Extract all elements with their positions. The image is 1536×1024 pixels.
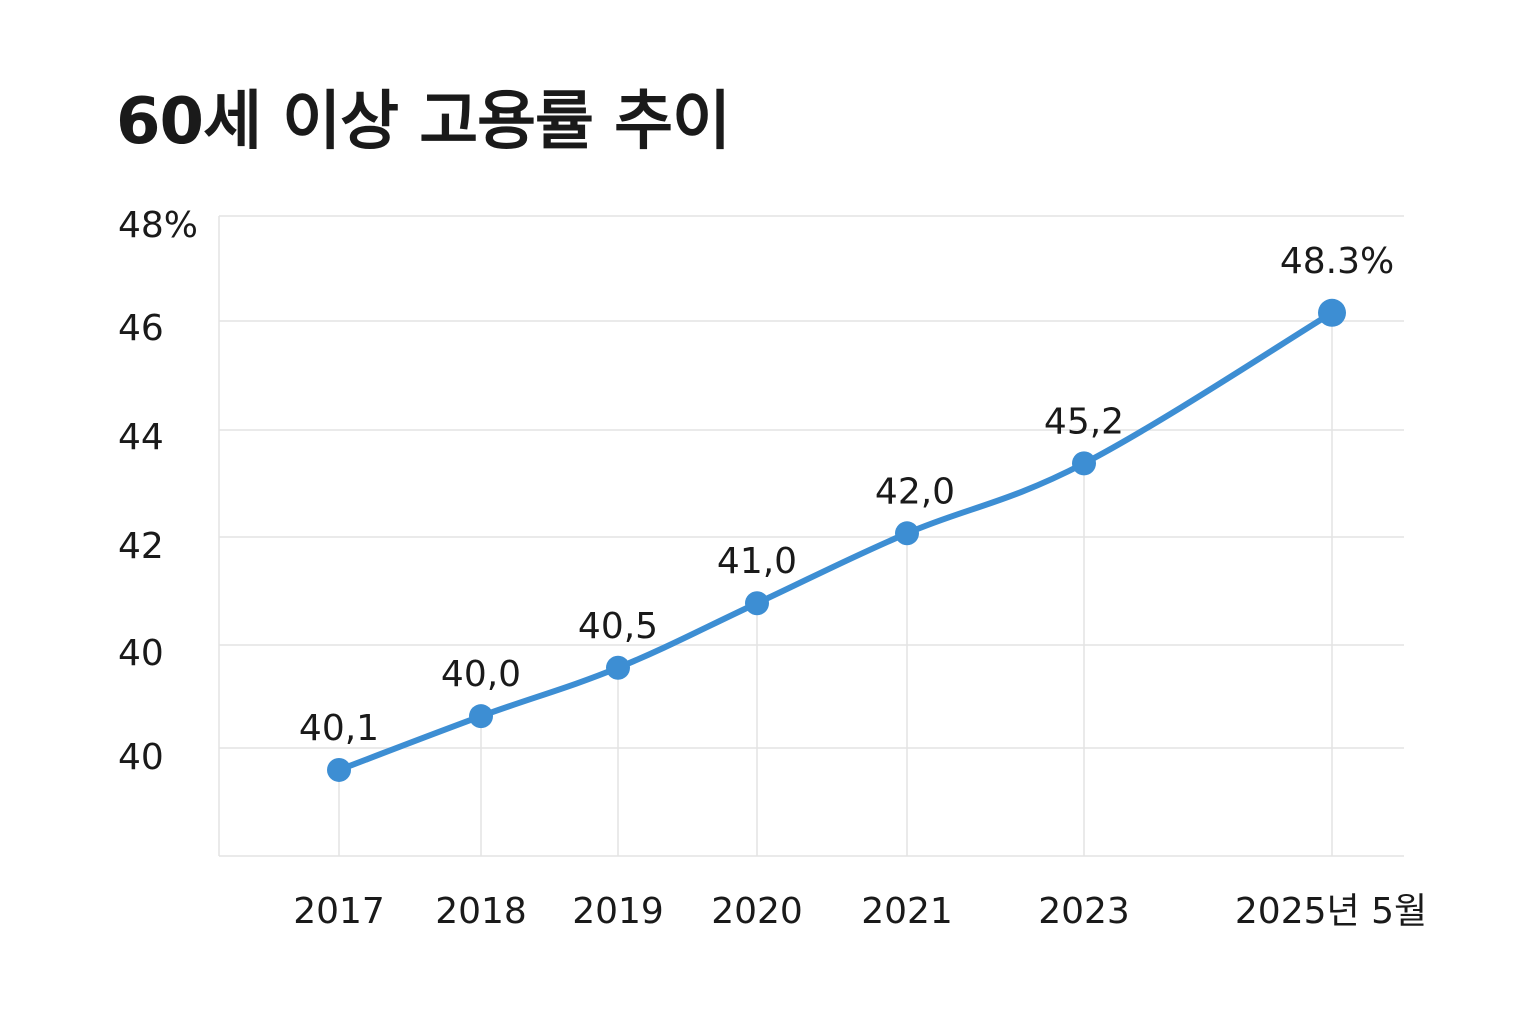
data-label: 45,2 [1044,401,1124,442]
data-label: 42,0 [875,471,955,512]
x-tick-label: 2023 [1038,891,1130,932]
series-line-layer [336,309,1335,773]
data-point [327,757,351,782]
y-tick-label: 44 [118,417,164,458]
data-label: 40,1 [299,708,379,749]
x-tick-label: 2025년 5월 [1235,891,1427,932]
y-tick-label: 42 [118,526,164,567]
data-label: 40,5 [578,606,658,647]
x-tick-layer: 2017 2018 2019 2020 2021 2023 2025년 5월 [293,891,1427,932]
data-label: 40,0 [441,654,521,695]
axis-layer [218,216,1404,857]
series-line [336,309,1335,773]
data-point [606,655,630,680]
chart-title: 60세 이상 고용률 추이 [116,85,731,159]
data-label: 41,0 [717,541,797,582]
grid-layer [219,215,1404,856]
y-tick-label: 40 [118,633,164,674]
x-tick-label: 2020 [711,891,803,932]
x-tick-label: 2017 [293,891,385,932]
data-label-layer: 40,1 40,0 40,5 41,0 42,0 45,2 48.3% [299,241,1394,749]
data-point [1072,451,1096,476]
x-tick-label: 2019 [572,891,664,932]
y-tick-layer: 48% 46 44 42 40 40 [118,205,198,778]
y-tick-label: 40 [118,737,164,778]
y-tick-label: 48% [118,205,198,246]
data-point [469,704,493,729]
data-point [895,521,919,546]
data-point-layer [327,298,1346,782]
data-point [745,591,769,616]
x-tick-label: 2018 [435,891,527,932]
x-tick-label: 2021 [861,891,953,932]
y-tick-label: 46 [118,308,164,349]
data-point [1318,298,1346,327]
data-label: 48.3% [1280,241,1394,282]
